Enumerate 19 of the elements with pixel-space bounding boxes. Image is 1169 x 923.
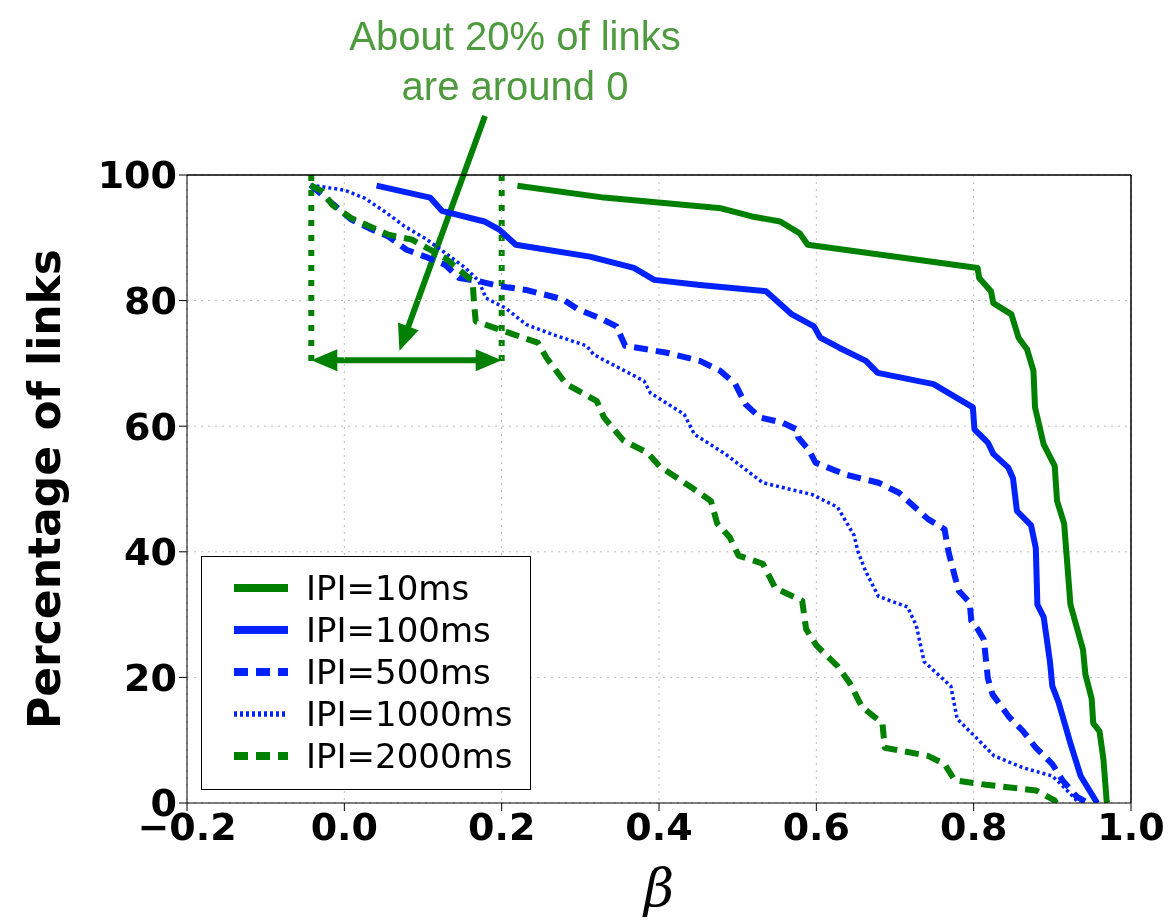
y-tick-label: 100 — [97, 153, 177, 198]
x-tick-label: 0.4 — [625, 804, 693, 849]
x-tick-label: 1.0 — [1097, 804, 1165, 849]
legend-label: IPI=10ms — [306, 567, 470, 609]
legend-label: IPI=1000ms — [306, 693, 513, 735]
text: About 20% of links are around 0 — [349, 14, 681, 108]
x-tick-label: 0.0 — [310, 804, 378, 849]
y-tick-label: 80 — [124, 279, 177, 324]
legend-label: IPI=100ms — [306, 609, 491, 651]
x-tick-label: 0.6 — [782, 804, 850, 849]
y-tick-label: 60 — [124, 404, 177, 449]
x-tick-label: 0.2 — [468, 804, 536, 849]
legend-label: IPI=2000ms — [306, 735, 513, 777]
y-tick-label: 40 — [124, 530, 177, 575]
x-axis-title: β — [641, 858, 675, 918]
x-tick-label: 0.8 — [940, 804, 1008, 849]
legend-label: IPI=500ms — [306, 651, 491, 693]
y-axis-title: Percentage of links — [19, 248, 70, 730]
y-tick-label: 20 — [124, 655, 177, 700]
